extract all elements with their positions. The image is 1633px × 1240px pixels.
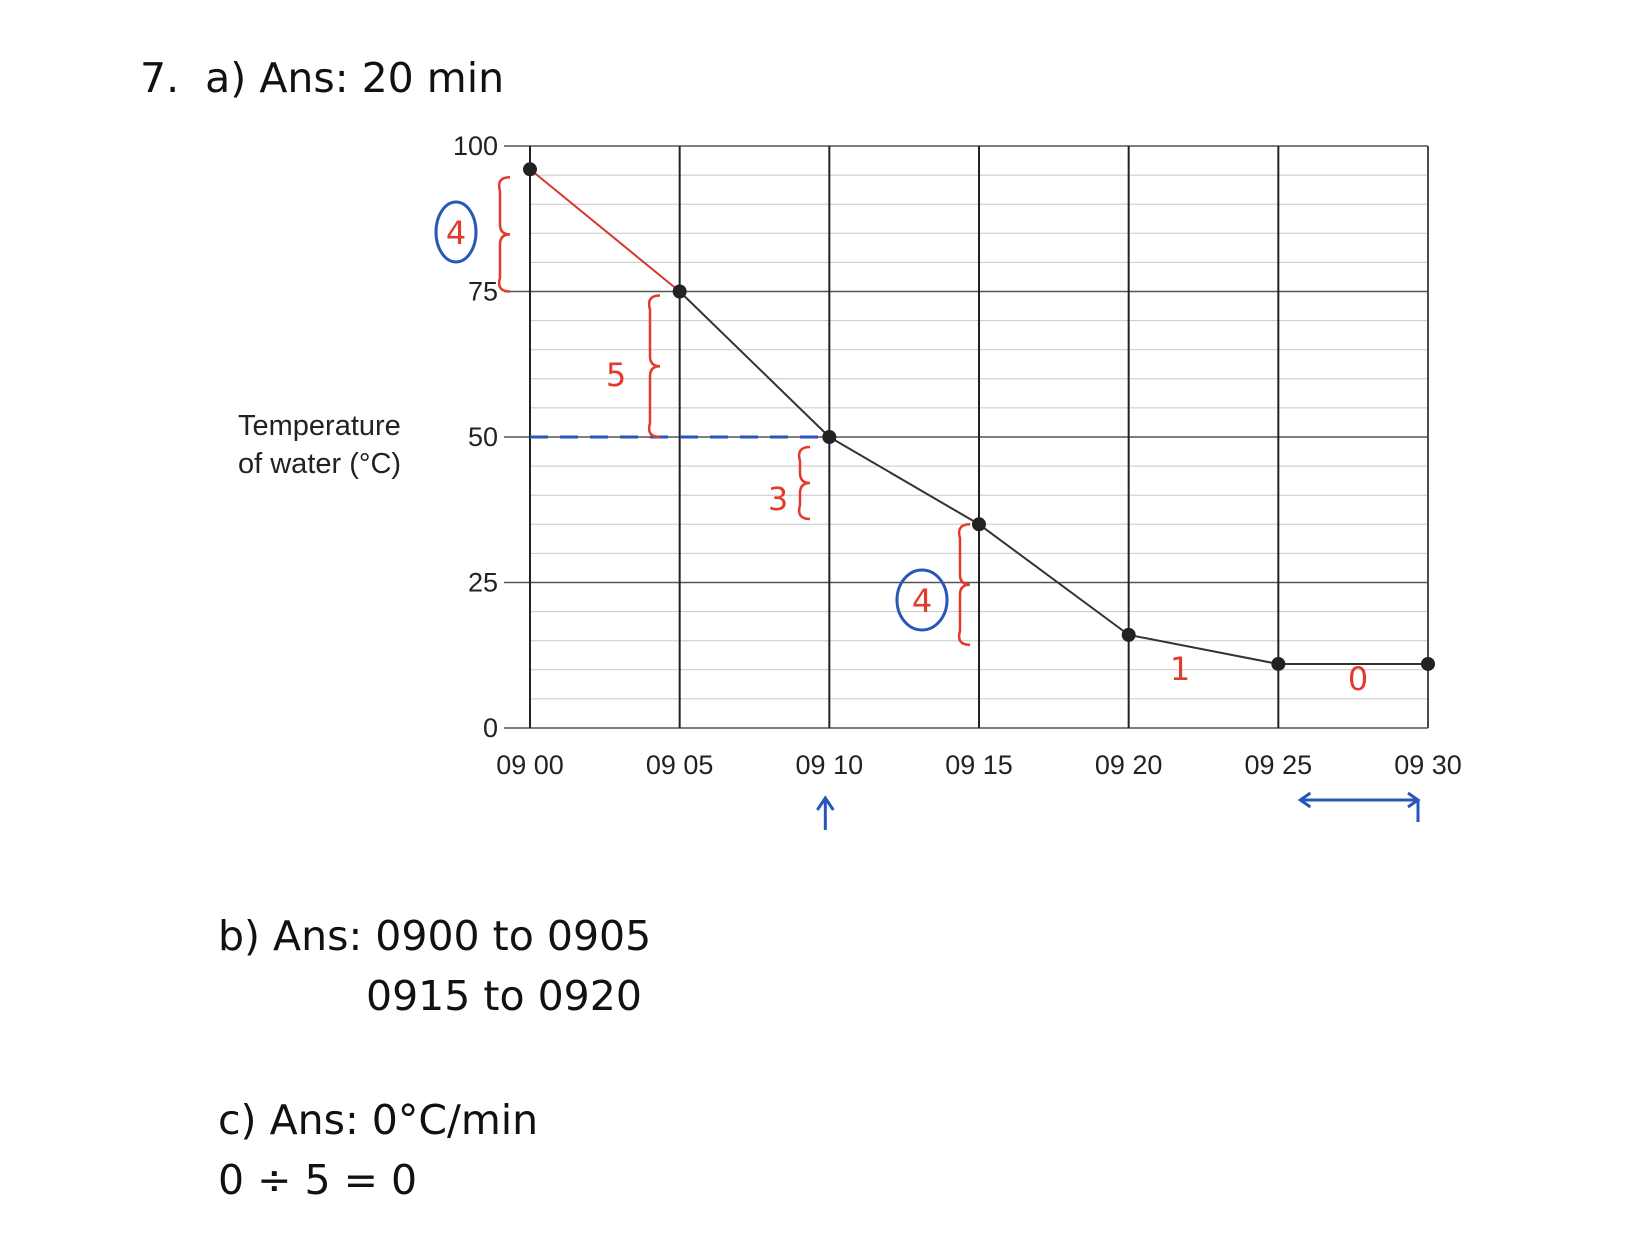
series-line-segment	[678, 290, 831, 438]
drop-annotation: 4	[912, 582, 932, 620]
y-tick-label: 100	[453, 131, 498, 161]
drop-annotation: 4	[446, 214, 466, 252]
circle-mark	[895, 568, 949, 632]
drop-brace	[957, 523, 971, 647]
x-tick-label: 09 30	[1394, 750, 1462, 780]
answer-c-line1: c) Ans: 0°C/min	[218, 1096, 539, 1144]
y-tick-label: 50	[468, 422, 498, 452]
y-axis-label: Temperature	[238, 410, 401, 442]
answer-b-line1: b) Ans: 0900 to 0905	[218, 912, 652, 960]
grid	[504, 145, 1429, 729]
up-arrow-icon	[816, 795, 835, 830]
drop-brace	[797, 445, 811, 521]
data-point	[1121, 627, 1136, 642]
x-tick-label: 09 25	[1245, 750, 1313, 780]
series-line-segment	[978, 523, 1130, 636]
answer-a: 7. a) Ans: 20 min	[140, 54, 505, 102]
series-line-segment	[1128, 633, 1279, 665]
y-tick-label: 25	[468, 568, 498, 598]
data-point	[1421, 656, 1435, 671]
drop-annotation: 3	[768, 480, 788, 518]
drop-brace	[647, 294, 661, 439]
circle-mark	[434, 200, 478, 264]
x-tick-label: 09 05	[646, 750, 714, 780]
y-tick-label: 75	[468, 277, 498, 307]
x-tick-label: 09 20	[1095, 750, 1163, 780]
y-tick-label: 0	[483, 713, 498, 743]
answer-c-line2: 0 ÷ 5 = 0	[218, 1156, 418, 1204]
data-point	[822, 430, 837, 444]
x-tick-label: 09 10	[796, 750, 864, 780]
drop-annotation: 0	[1348, 660, 1368, 698]
data-point	[1271, 656, 1286, 671]
series-line-segment	[828, 436, 980, 526]
x-tick-label: 09 15	[945, 750, 1013, 780]
drop-annotation: 5	[606, 356, 626, 394]
drop-annotation: 1	[1170, 650, 1190, 688]
data-point	[672, 284, 687, 299]
data-point	[972, 517, 986, 532]
data-point	[523, 162, 537, 177]
y-axis-label: of water (°C)	[238, 448, 401, 480]
range-arrow-icon	[1297, 791, 1421, 822]
x-tick-label: 09 00	[496, 750, 564, 780]
answer-b-line2: 0915 to 0920	[366, 972, 642, 1020]
series-line-segment	[529, 168, 681, 293]
drop-brace	[497, 176, 511, 293]
